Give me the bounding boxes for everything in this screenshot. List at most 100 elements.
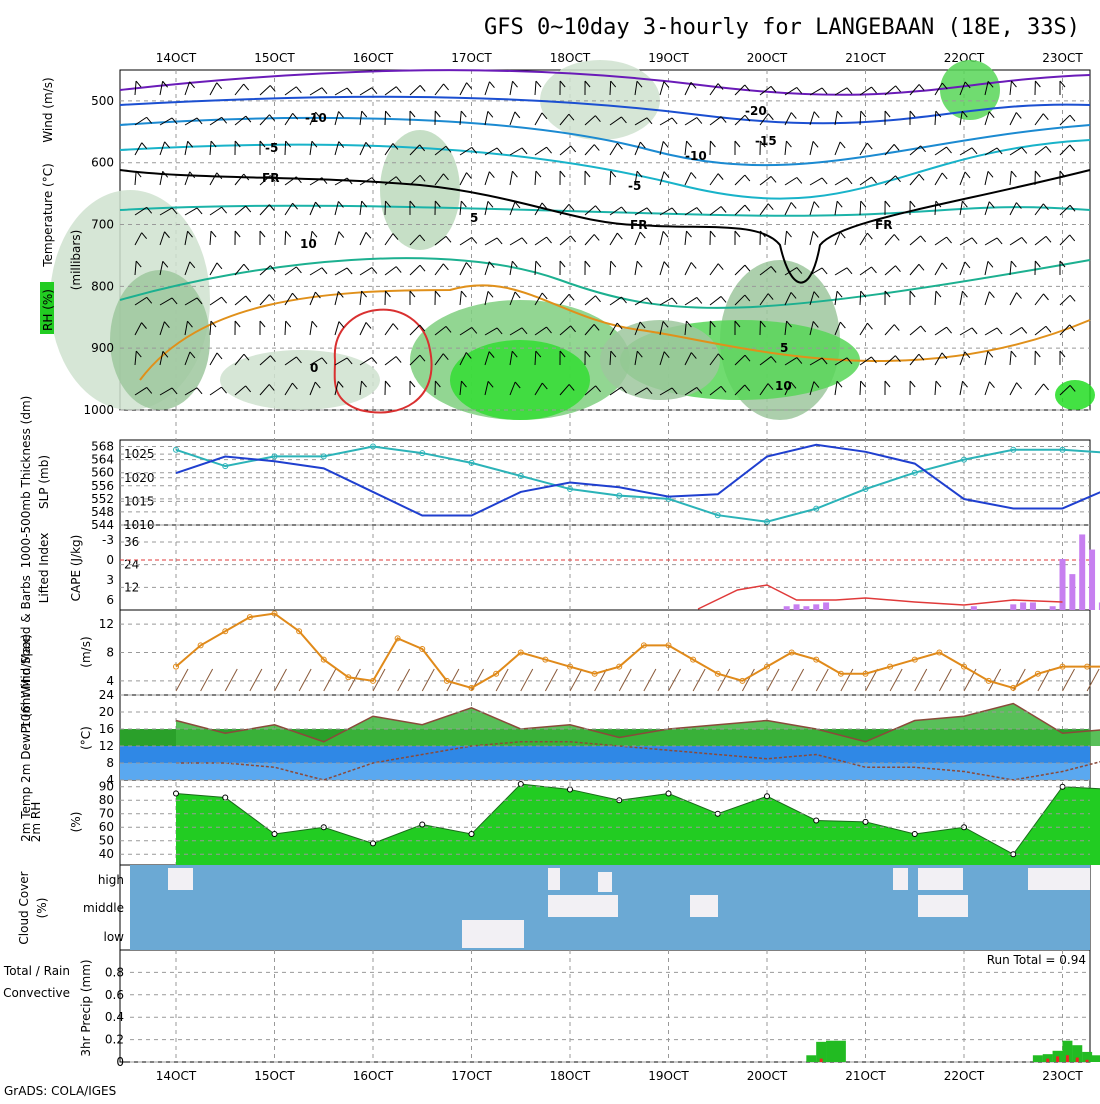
wind-barb (660, 298, 672, 305)
wind-barb-flag (1044, 384, 1049, 390)
wind-barb-flag (339, 232, 344, 238)
wind-barb-flag (768, 204, 773, 210)
wind10-barb (669, 669, 681, 691)
wind-barb (685, 118, 697, 125)
wind-barb-flag (894, 144, 899, 150)
thickness-tick: 556 (91, 479, 114, 493)
precip-total-bar (826, 1041, 836, 1062)
wind-barb (485, 111, 488, 125)
wind-barb-flag (1017, 383, 1022, 389)
wind-barb-flag (547, 147, 552, 153)
wind-barb (685, 172, 691, 185)
wind10-barb (521, 669, 533, 691)
wind-barb (160, 81, 163, 95)
pressure-tick: 900 (91, 341, 114, 355)
rh-point (765, 794, 770, 799)
wind-barb (235, 174, 244, 185)
wind-barb-flag (467, 83, 472, 89)
wind-barb (710, 84, 718, 95)
wind-barb (810, 231, 813, 245)
wind10-barb (176, 669, 188, 691)
rh-point (223, 795, 228, 800)
wind-barb (1060, 295, 1070, 305)
date-tick-top: 15OCT (254, 51, 295, 65)
wind-barb-flag (837, 201, 842, 207)
wind-barb-flag (768, 114, 773, 120)
wind-barb-flag (1035, 351, 1040, 357)
wind-barb-flag (542, 293, 547, 299)
date-tick-bottom: 22OCT (944, 1069, 985, 1083)
cape-bar (1069, 574, 1075, 610)
wind-barb (385, 357, 396, 365)
contour-label: -5 (628, 179, 641, 193)
contour-label: -10 (685, 149, 707, 163)
date-tick-bottom: 16OCT (353, 1069, 394, 1083)
wind-barb-flag (972, 328, 977, 334)
rh-point (371, 841, 376, 846)
wind-barb (360, 232, 366, 245)
wind-barb (535, 113, 542, 125)
contour-label: FR (875, 218, 892, 232)
wind-barb-flag (797, 177, 802, 183)
rh-point (863, 819, 868, 824)
wind-barb (460, 263, 466, 275)
wind10-barb (792, 669, 804, 691)
wind-barb-flag (366, 322, 371, 328)
cloud-clear-block (690, 895, 718, 917)
wind-barb-flag (840, 142, 845, 148)
wind-barb-flag (1043, 294, 1048, 300)
wind-barb-flag (997, 238, 1002, 244)
wind-barb (660, 231, 663, 245)
wind-barb (885, 266, 895, 275)
wind-barb (760, 176, 771, 185)
wind-barb-flag (488, 201, 493, 207)
wind-barb (535, 147, 547, 155)
wind-barb (485, 82, 489, 95)
wind-barb (885, 234, 894, 245)
wind-barb-flag (296, 267, 301, 273)
wind-barb-flag (244, 264, 249, 270)
wind-barb (535, 203, 542, 215)
wind-barb (610, 143, 617, 155)
ylabel-thickness: 1000-500mb Thickness (dm) (19, 396, 33, 569)
wind-barb-flag (396, 267, 401, 273)
temp-tick: 8 (106, 756, 114, 770)
wind-barb (935, 237, 947, 245)
wind-barb (560, 294, 569, 305)
wind-barb-flag (813, 231, 818, 237)
wind-barb-flag (522, 148, 527, 154)
wind-barb (1010, 351, 1011, 365)
cape-bar (1050, 606, 1056, 610)
wind-barb-flag (410, 381, 415, 387)
wind-barb-flag (721, 206, 726, 212)
rh-tick: 40 (99, 847, 114, 861)
wind10-barb (939, 669, 951, 691)
wind-barb (910, 264, 919, 275)
wind-barb-flag (372, 88, 377, 94)
precip-convective-bar (1046, 1059, 1049, 1062)
wind-barb-flag (513, 81, 518, 87)
wind-barb-flag (435, 111, 440, 117)
wind-barb-flag (347, 268, 352, 274)
precip-total-bar (1033, 1055, 1043, 1062)
contour-label: -20 (745, 104, 767, 118)
wind-barb-flag (515, 292, 520, 298)
wind10-barb (201, 669, 213, 691)
wind-barb (1010, 81, 1011, 95)
wind-barb-flag (814, 112, 819, 118)
wind-barb-flag (466, 173, 471, 179)
wind-barb-flag (235, 321, 240, 327)
lifted-index-line (698, 585, 1062, 609)
wind-barb-flag (222, 297, 227, 303)
thickness-tick: 568 (91, 440, 114, 454)
wind-barb-flag (989, 112, 994, 118)
wind-barb (460, 291, 461, 305)
wind-barb-flag (410, 291, 415, 297)
wind-barb-flag (211, 231, 216, 237)
wind-barb-flag (672, 118, 677, 124)
wind-barb (285, 141, 286, 155)
wind-barb-flag (686, 231, 691, 237)
temp-band (120, 763, 1090, 780)
wind-barb-flag (822, 268, 827, 274)
cape-bar (1010, 604, 1016, 610)
